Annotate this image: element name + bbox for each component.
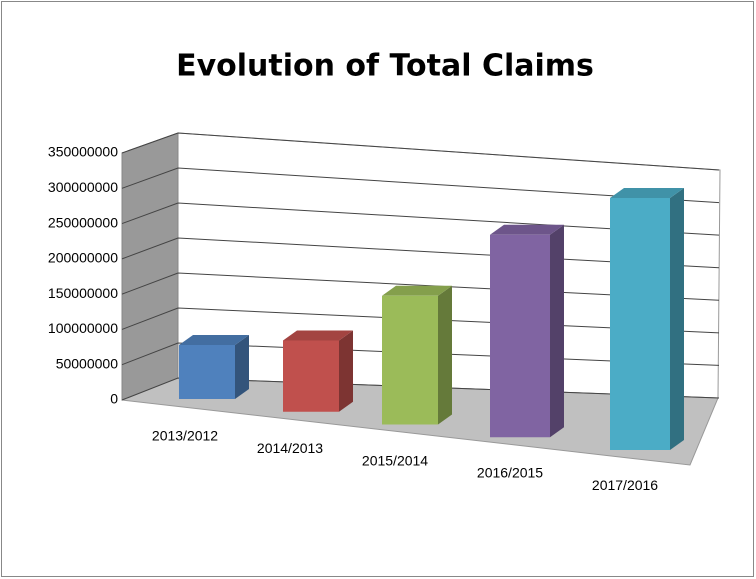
bar-top [490,224,564,235]
y-tick-label: 250000000 [48,214,118,230]
bar-side [670,188,684,450]
bar-top [179,335,249,345]
grid-line [121,167,720,204]
x-tick-label: 2015/2014 [362,452,428,468]
bar [283,340,339,412]
chart-title: Evolution of Total Claims [176,49,594,84]
y-tick-label: 200000000 [48,250,118,266]
bar-side [339,330,353,412]
bar [610,198,670,450]
x-tick-label: 2014/2013 [257,440,323,456]
y-tick-label: 50000000 [56,355,119,371]
bar [179,345,235,399]
x-tick-label: 2017/2016 [592,477,658,493]
side-wall [121,132,179,401]
y-tick-label: 0 [110,391,118,407]
y-tick-label: 150000000 [48,285,118,301]
bar-top [283,330,353,341]
y-tick-label: 350000000 [48,144,118,160]
bar-side [550,224,564,438]
bar [382,295,438,425]
x-tick-label: 2013/2012 [152,428,218,444]
bar-side [438,285,452,425]
y-tick-label: 100000000 [48,320,118,336]
y-tick-label: 300000000 [48,179,118,195]
bar-top [382,285,452,296]
bar [490,234,550,438]
x-tick-label: 2016/2015 [477,465,543,481]
grid-line [121,202,720,236]
bar-side [235,335,249,399]
bar-top [610,188,684,198]
grid-line [121,132,720,171]
